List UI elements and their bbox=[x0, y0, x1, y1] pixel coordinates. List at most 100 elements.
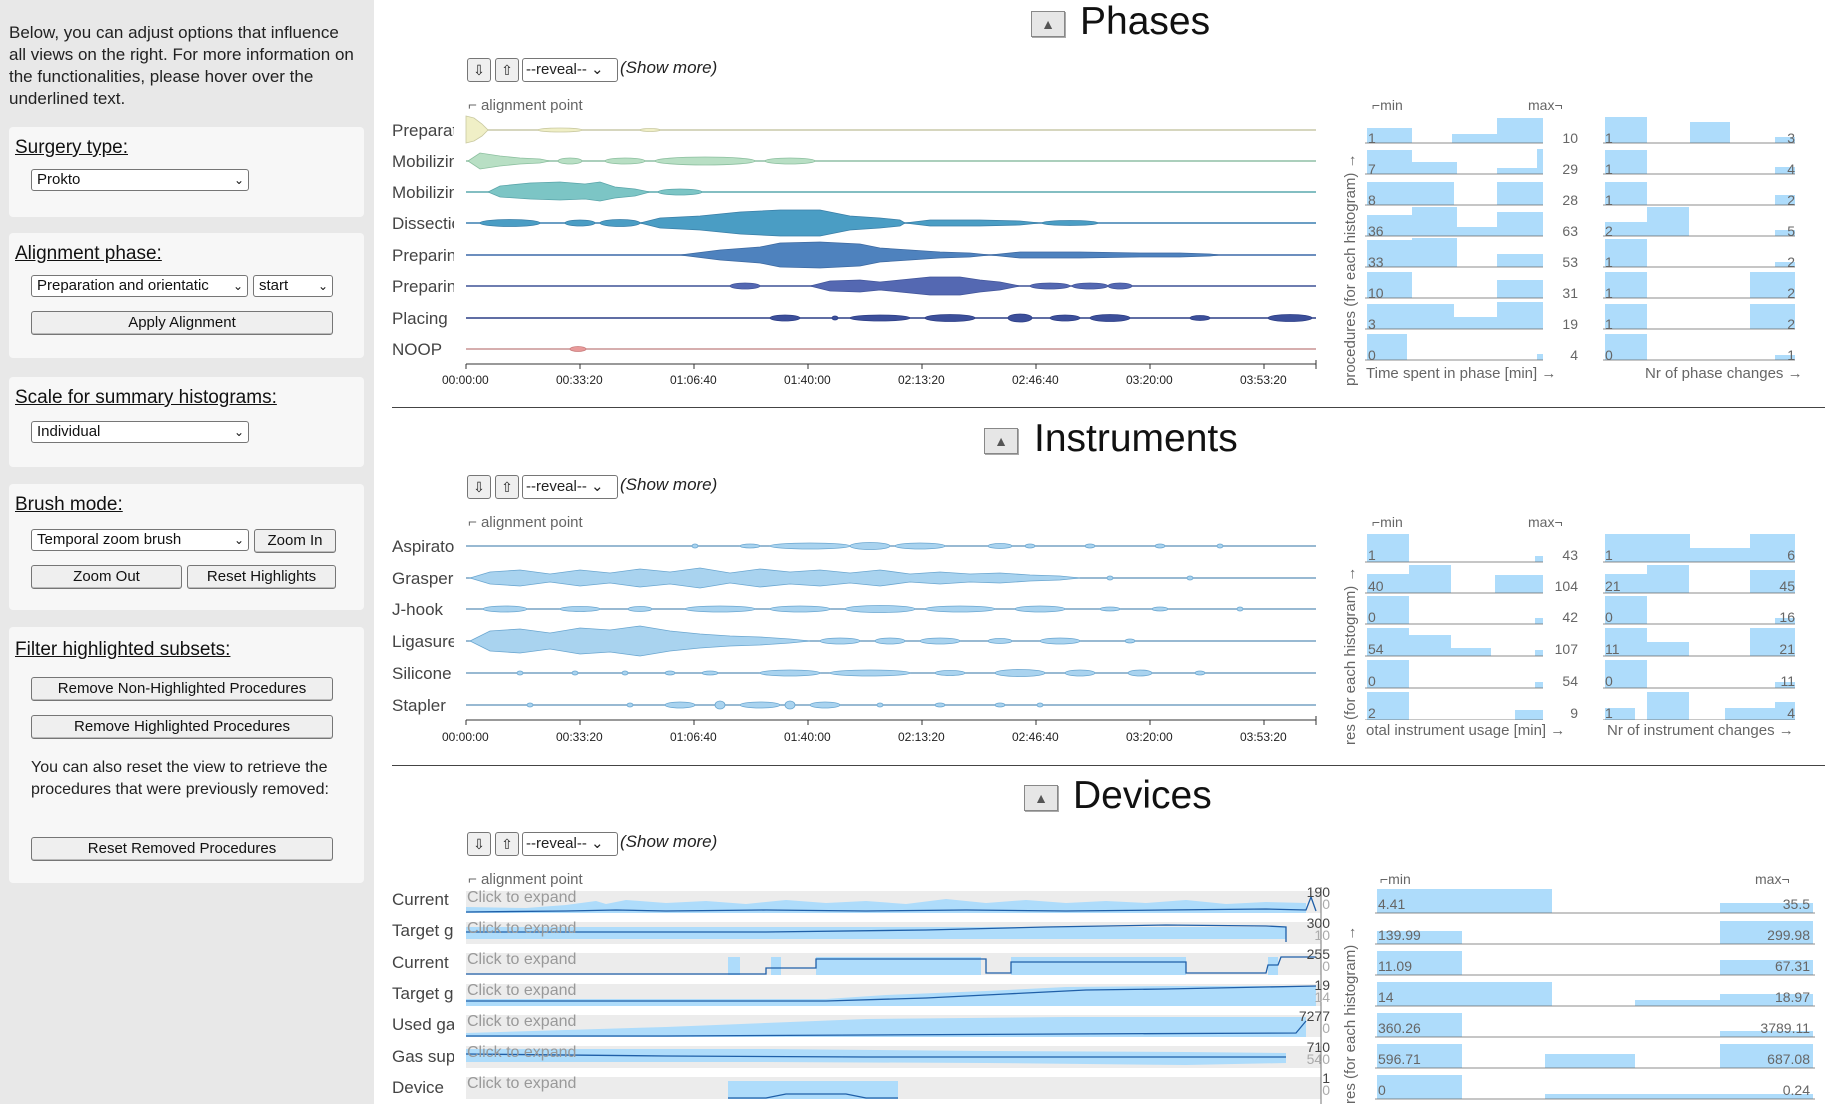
phase-row-label: Mobilizin bbox=[392, 183, 454, 202]
instrument-hist2-max: 11 bbox=[1780, 673, 1795, 689]
phase-hist1-min: 7 bbox=[1368, 161, 1376, 177]
device-hist-min: 4.41 bbox=[1378, 896, 1406, 912]
reset-highlights-button[interactable]: Reset Highlights bbox=[187, 565, 336, 589]
instrument-hist2-max: 6 bbox=[1787, 547, 1795, 563]
surgery-type-select[interactable]: Prokto ⌄ bbox=[31, 169, 249, 191]
phase-band bbox=[769, 313, 1313, 323]
device-row-label: Current bbox=[392, 953, 449, 972]
phase-hist1-min: 8 bbox=[1368, 192, 1376, 208]
devices-title: Devices bbox=[1073, 774, 1212, 817]
instruments-sort-up-button[interactable]: ⇧ bbox=[495, 475, 519, 499]
device-expand-link[interactable]: Click to expand bbox=[467, 920, 577, 937]
reset-note: You can also reset the view to retrieve … bbox=[31, 759, 329, 798]
phases-hist1-min-label: ⌐min bbox=[1372, 97, 1403, 113]
devices-sort-up-button[interactable]: ⇧ bbox=[495, 832, 519, 856]
time-tick-label: 02:13:20 bbox=[898, 373, 945, 387]
device-range-min: 0 bbox=[1322, 1082, 1330, 1098]
device-expand-link[interactable]: Click to expand bbox=[467, 1075, 577, 1092]
instruments-hist-max-label: max¬ bbox=[1528, 514, 1563, 530]
devices-sort-down-button[interactable]: ⇩ bbox=[467, 832, 491, 856]
devices-histograms[interactable] bbox=[1375, 886, 1815, 1104]
instruments-sort-down-button[interactable]: ⇩ bbox=[467, 475, 491, 499]
chevron-down-icon: ⌄ bbox=[233, 425, 244, 439]
alignment-title: Alignment phase: bbox=[15, 243, 162, 264]
phase-band bbox=[467, 152, 816, 170]
devices-alignment-point-label: ⌐ alignment point bbox=[468, 871, 583, 888]
chevron-down-icon: ⌄ bbox=[591, 835, 604, 852]
phases-show-more-link[interactable]: (Show more) bbox=[620, 58, 718, 77]
instruments-reveal-select[interactable]: --reveal-- ⌄ bbox=[522, 475, 618, 499]
collapse-devices-button[interactable]: ▲ bbox=[1024, 785, 1058, 811]
device-hist-min: 139.99 bbox=[1378, 927, 1421, 943]
phase-band bbox=[679, 241, 1221, 269]
apply-alignment-button[interactable]: Apply Alignment bbox=[31, 311, 333, 335]
instruments-show-more-link[interactable]: (Show more) bbox=[620, 475, 718, 494]
instrument-hist1-max: 107 bbox=[1554, 641, 1578, 657]
instrument-hist1-min: 0 bbox=[1368, 673, 1376, 689]
phases-sort-up-button[interactable]: ⇧ bbox=[495, 58, 519, 82]
devices-show-more-link[interactable]: (Show more) bbox=[620, 832, 718, 851]
phase-hist2-max: 4 bbox=[1787, 161, 1795, 177]
device-hist-max: 18.97 bbox=[1774, 989, 1810, 1005]
phase-band bbox=[479, 209, 1099, 237]
instrument-band bbox=[468, 542, 1244, 710]
device-range-max: 300 bbox=[1306, 915, 1330, 931]
device-expand-link[interactable]: Click to expand bbox=[467, 951, 577, 968]
options-sidebar: Below, you can adjust options that influ… bbox=[0, 0, 374, 1104]
remove-highlighted-button[interactable]: Remove Highlighted Procedures bbox=[31, 715, 333, 739]
device-expand-link[interactable]: Click to expand bbox=[467, 1044, 577, 1061]
zoom-in-button[interactable]: Zoom In bbox=[254, 529, 336, 553]
alignment-point-select[interactable]: start ⌄ bbox=[253, 275, 333, 297]
device-expand-link[interactable]: Click to expand bbox=[467, 982, 577, 999]
phase-hist2-min: 1 bbox=[1605, 130, 1613, 146]
device-range-max: 255 bbox=[1306, 946, 1330, 962]
time-tick-label: 00:33:20 bbox=[556, 730, 603, 744]
instrument-row-label: Silicone bbox=[392, 664, 452, 683]
reset-removed-button[interactable]: Reset Removed Procedures bbox=[31, 837, 333, 861]
instruments-hist-min-label: ⌐min bbox=[1372, 514, 1403, 530]
scale-card: Scale for summary histograms: Individual… bbox=[9, 377, 364, 467]
alignment-phase-select[interactable]: Preparation and orientatic ⌄ bbox=[31, 275, 248, 297]
phase-hist2-max: 2 bbox=[1787, 285, 1795, 301]
instrument-hist1-min: 54 bbox=[1368, 641, 1384, 657]
devices-hist-min-label: ⌐min bbox=[1380, 871, 1411, 887]
phases-reveal-select[interactable]: --reveal-- ⌄ bbox=[522, 58, 618, 82]
instrument-hist2-max: 45 bbox=[1779, 578, 1795, 594]
phase-hist2-min: 1 bbox=[1605, 285, 1613, 301]
phase-hist2-min: 1 bbox=[1605, 316, 1613, 332]
device-range-max: 1 bbox=[1322, 1070, 1330, 1086]
devices-timeline[interactable] bbox=[466, 887, 1326, 1104]
collapse-phases-button[interactable]: ▲ bbox=[1031, 11, 1065, 37]
phase-hist1-min: 3 bbox=[1368, 316, 1376, 332]
phases-hist2-title: Nr of phase changes → bbox=[1645, 365, 1803, 382]
device-hist-min: 360.26 bbox=[1378, 1020, 1421, 1036]
instrument-hist2-min: 0 bbox=[1605, 609, 1613, 625]
device-expand-link[interactable]: Click to expand bbox=[467, 1013, 577, 1030]
phases-sort-down-button[interactable]: ⇩ bbox=[467, 58, 491, 82]
device-expand-link[interactable]: Click to expand bbox=[467, 889, 577, 906]
zoom-out-button[interactable]: Zoom Out bbox=[31, 565, 182, 589]
time-tick-label: 03:53:20 bbox=[1240, 373, 1287, 387]
device-row-label: Used ga bbox=[392, 1015, 454, 1034]
phase-hist2-min: 0 bbox=[1605, 347, 1613, 363]
phase-row-label: Preparin bbox=[392, 277, 454, 296]
phase-hist1-max: 31 bbox=[1562, 285, 1578, 301]
brush-card: Brush mode: Temporal zoom brush ⌄ Zoom In… bbox=[9, 484, 364, 610]
chevron-down-icon: ⌄ bbox=[233, 533, 244, 547]
phase-band bbox=[487, 181, 703, 202]
phases-timeline[interactable] bbox=[460, 110, 1320, 380]
device-series bbox=[466, 956, 1316, 975]
phase-row-label: Preparat bbox=[392, 121, 454, 140]
scale-select[interactable]: Individual ⌄ bbox=[31, 421, 249, 443]
instrument-hist1-min: 0 bbox=[1368, 609, 1376, 625]
remove-non-highlighted-button[interactable]: Remove Non-Highlighted Procedures bbox=[31, 677, 333, 701]
device-row-label: Current bbox=[392, 890, 449, 909]
devices-reveal-select[interactable]: --reveal-- ⌄ bbox=[522, 832, 618, 856]
collapse-instruments-button[interactable]: ▲ bbox=[984, 428, 1018, 454]
device-range-max: 19 bbox=[1314, 977, 1330, 993]
instruments-timeline[interactable] bbox=[460, 530, 1320, 740]
device-range-max: 7277 bbox=[1298, 1008, 1330, 1024]
brush-mode-select[interactable]: Temporal zoom brush ⌄ bbox=[31, 529, 249, 551]
phases-histograms[interactable] bbox=[1365, 112, 1795, 362]
instruments-histograms[interactable] bbox=[1365, 530, 1795, 720]
